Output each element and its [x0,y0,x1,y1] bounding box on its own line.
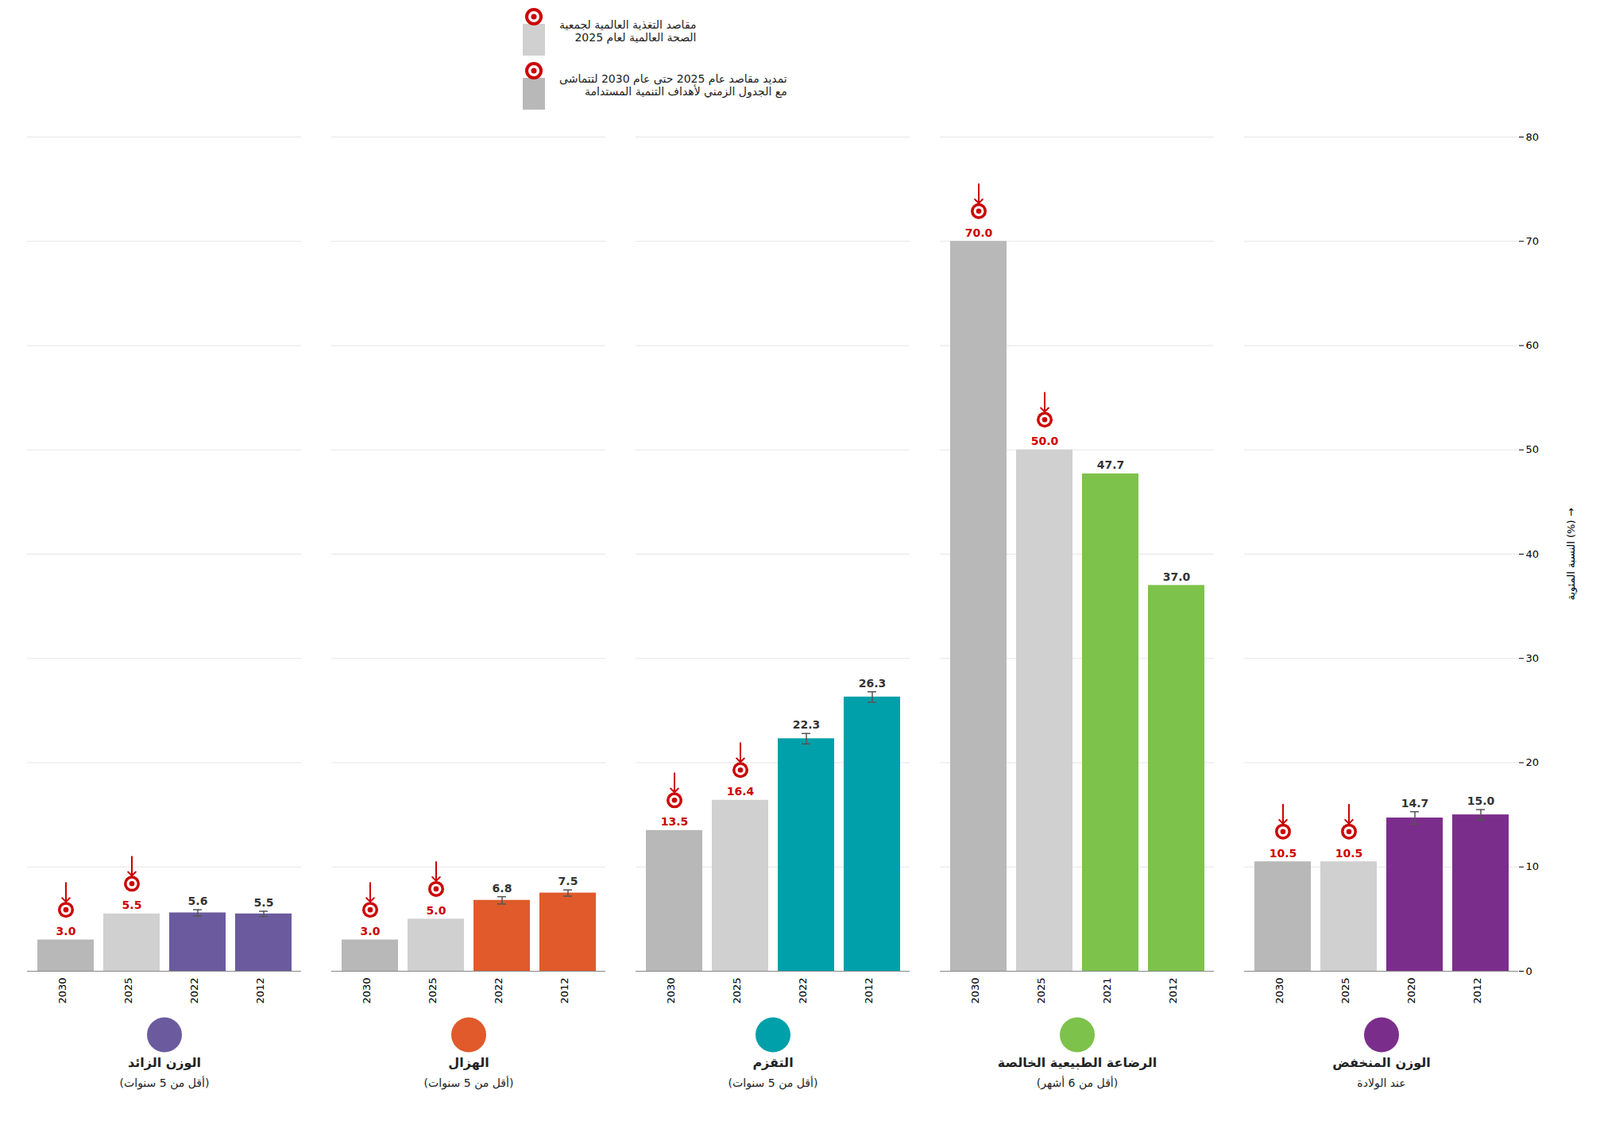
svg-text:13.5: 13.5 [660,815,689,828]
svg-text:70.0: 70.0 [965,226,994,240]
svg-text:2025: 2025 [122,977,135,1005]
svg-text:2030: 2030 [56,977,69,1005]
svg-text:الوزن المنخفض: الوزن المنخفض [1332,1055,1431,1071]
svg-text:2012: 2012 [254,977,267,1005]
svg-text:3.0: 3.0 [56,924,77,938]
html-text:تمديد مقاصد عام 2025 حتى عام 2: تمديد مقاصد عام 2025 حتى عام 2030 لتتماش… [559,72,788,98]
svg-text:20: 20 [1526,756,1540,769]
svg-text:2022: 2022 [796,977,809,1005]
svg-text:(أقل من 5 سنوات): (أقل من 5 سنوات) [424,1075,515,1090]
svg-text:14.7: 14.7 [1401,796,1430,810]
svg-text:(أقل من 5 سنوات): (أقل من 5 سنوات) [119,1075,210,1090]
svg-text:عند الولادة: عند الولادة [1356,1076,1406,1090]
svg-text:50.0: 50.0 [1031,434,1059,448]
svg-text:الهزال: الهزال [448,1055,489,1071]
svg-text:22.3: 22.3 [792,718,821,731]
svg-text:2030: 2030 [969,977,982,1005]
svg-text:5.6: 5.6 [188,894,209,908]
svg-text:2025: 2025 [1035,977,1048,1005]
svg-text:6.8: 6.8 [492,881,513,895]
svg-text:التقزم: التقزم [752,1055,793,1071]
svg-text:0: 0 [1526,965,1533,978]
svg-text:40: 40 [1526,548,1540,561]
svg-text:2030: 2030 [1273,977,1286,1005]
svg-text:2030: 2030 [360,977,373,1005]
svg-text:2012: 2012 [1167,977,1179,1005]
html-text:مقاصد التغذية العالمية لجمعية: مقاصد التغذية العالمية لجمعية الصحة العا… [559,18,697,44]
svg-text:5.5: 5.5 [122,898,143,912]
svg-text:50: 50 [1526,443,1540,456]
svg-text:2030: 2030 [664,977,677,1005]
svg-text:10: 10 [1526,860,1540,873]
svg-text:2025: 2025 [426,977,439,1005]
svg-text:70: 70 [1526,235,1540,248]
svg-text:2022: 2022 [492,977,505,1005]
svg-text:النسبة المئوية (%) →: النسبة المئوية (%) → [1565,507,1578,600]
svg-text:2022: 2022 [188,977,201,1005]
svg-text:الوزن الزائد: الوزن الزائد [127,1055,201,1071]
svg-text:10.5: 10.5 [1269,846,1298,860]
svg-text:80: 80 [1526,131,1540,143]
svg-text:10.5: 10.5 [1335,846,1364,860]
svg-text:37.0: 37.0 [1163,570,1191,584]
svg-text:2025: 2025 [730,977,743,1005]
svg-text:16.4: 16.4 [726,784,755,798]
svg-text:30: 30 [1526,652,1540,665]
svg-text:2025: 2025 [1339,977,1352,1005]
svg-text:3.0: 3.0 [360,924,381,938]
svg-text:2012: 2012 [1471,977,1484,1005]
svg-text:(أقل من 6 أشهر): (أقل من 6 أشهر) [1036,1075,1118,1090]
svg-text:الرضاعة الطبيعية الخالصة: الرضاعة الطبيعية الخالصة [997,1055,1158,1071]
svg-text:(أقل من 5 سنوات): (أقل من 5 سنوات) [728,1075,819,1090]
svg-text:5.5: 5.5 [254,896,275,909]
svg-text:2012: 2012 [862,977,875,1005]
svg-text:47.7: 47.7 [1097,458,1125,472]
svg-text:2020: 2020 [1405,977,1418,1005]
svg-text:5.0: 5.0 [426,904,447,917]
svg-text:60: 60 [1526,339,1540,352]
svg-text:15.0: 15.0 [1467,794,1496,808]
svg-text:26.3: 26.3 [858,676,887,690]
svg-text:2021: 2021 [1101,977,1114,1005]
svg-text:2012: 2012 [558,977,571,1005]
svg-text:7.5: 7.5 [558,874,579,888]
